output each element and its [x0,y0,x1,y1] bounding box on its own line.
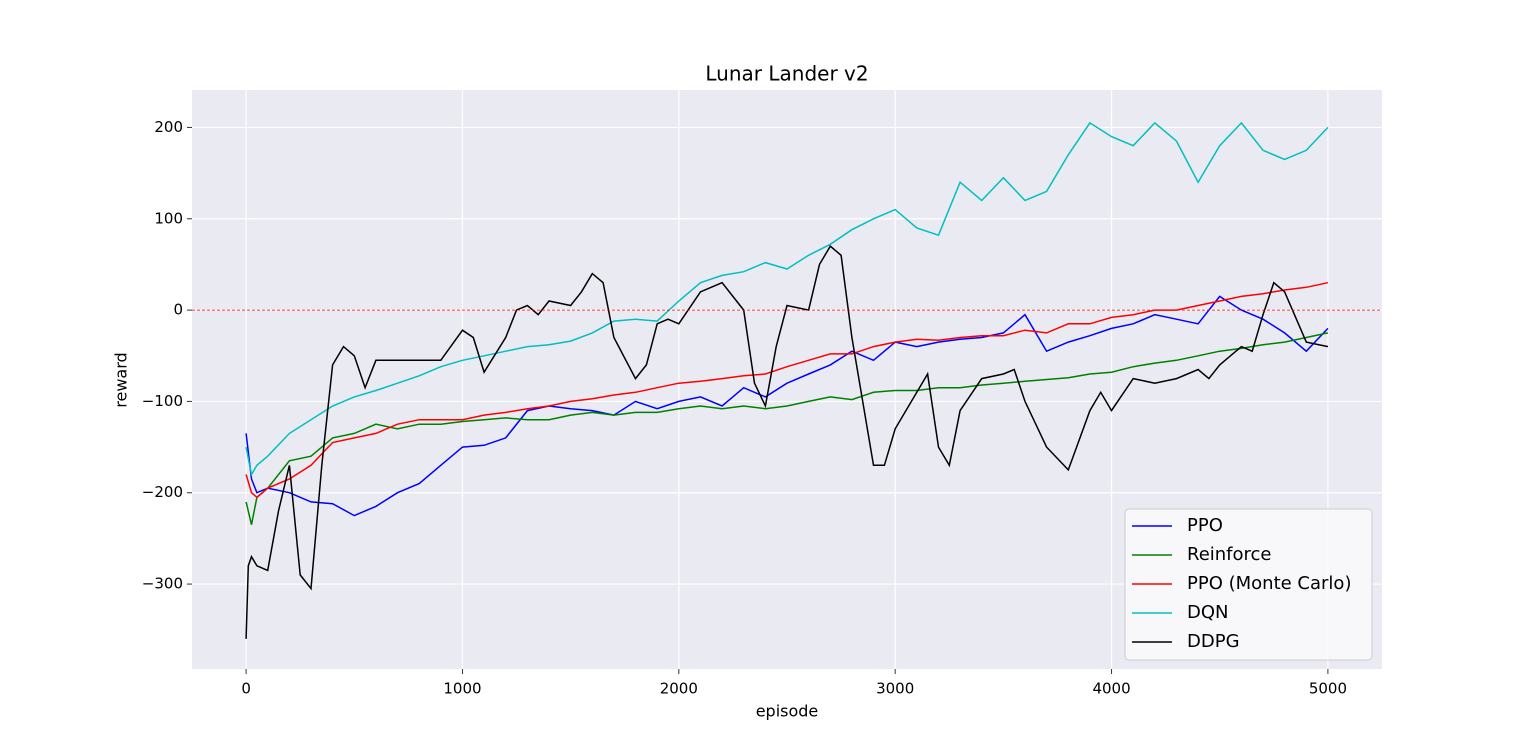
x-tick-label: 3000 [876,680,914,698]
series-line [245,281,1329,499]
legend-label: DQN [1187,602,1229,623]
y-tick-label: −200 [142,483,183,501]
series-line [245,245,1329,639]
legend-label: PPO [1187,515,1223,536]
legend-label: Reinforce [1187,544,1272,565]
x-tick-label: 2000 [660,680,698,698]
legend-label: PPO (Monte Carlo) [1187,573,1351,594]
y-tick-label: 200 [154,118,183,136]
chart-title: Lunar Lander v2 [705,62,868,86]
y-axis-label: reward [112,352,131,407]
legend-label: DDPG [1187,631,1240,652]
x-tick-label: 0 [241,680,251,698]
legend: PPO Reinforce PPO (Monte Carlo) DQN DDPG [1124,508,1373,661]
x-tick-label: 1000 [443,680,481,698]
y-tick-label: 0 [173,301,183,319]
x-tick-label: 5000 [1309,680,1347,698]
x-tick-label: 4000 [1092,680,1130,698]
series-line [245,121,1329,477]
y-tick-label: 100 [154,209,183,227]
y-tick-label: −100 [142,392,183,410]
series-line [245,295,1329,517]
y-tick-label: −300 [142,575,183,593]
x-axis-label: episode [756,702,819,721]
legend-box [1124,508,1373,661]
